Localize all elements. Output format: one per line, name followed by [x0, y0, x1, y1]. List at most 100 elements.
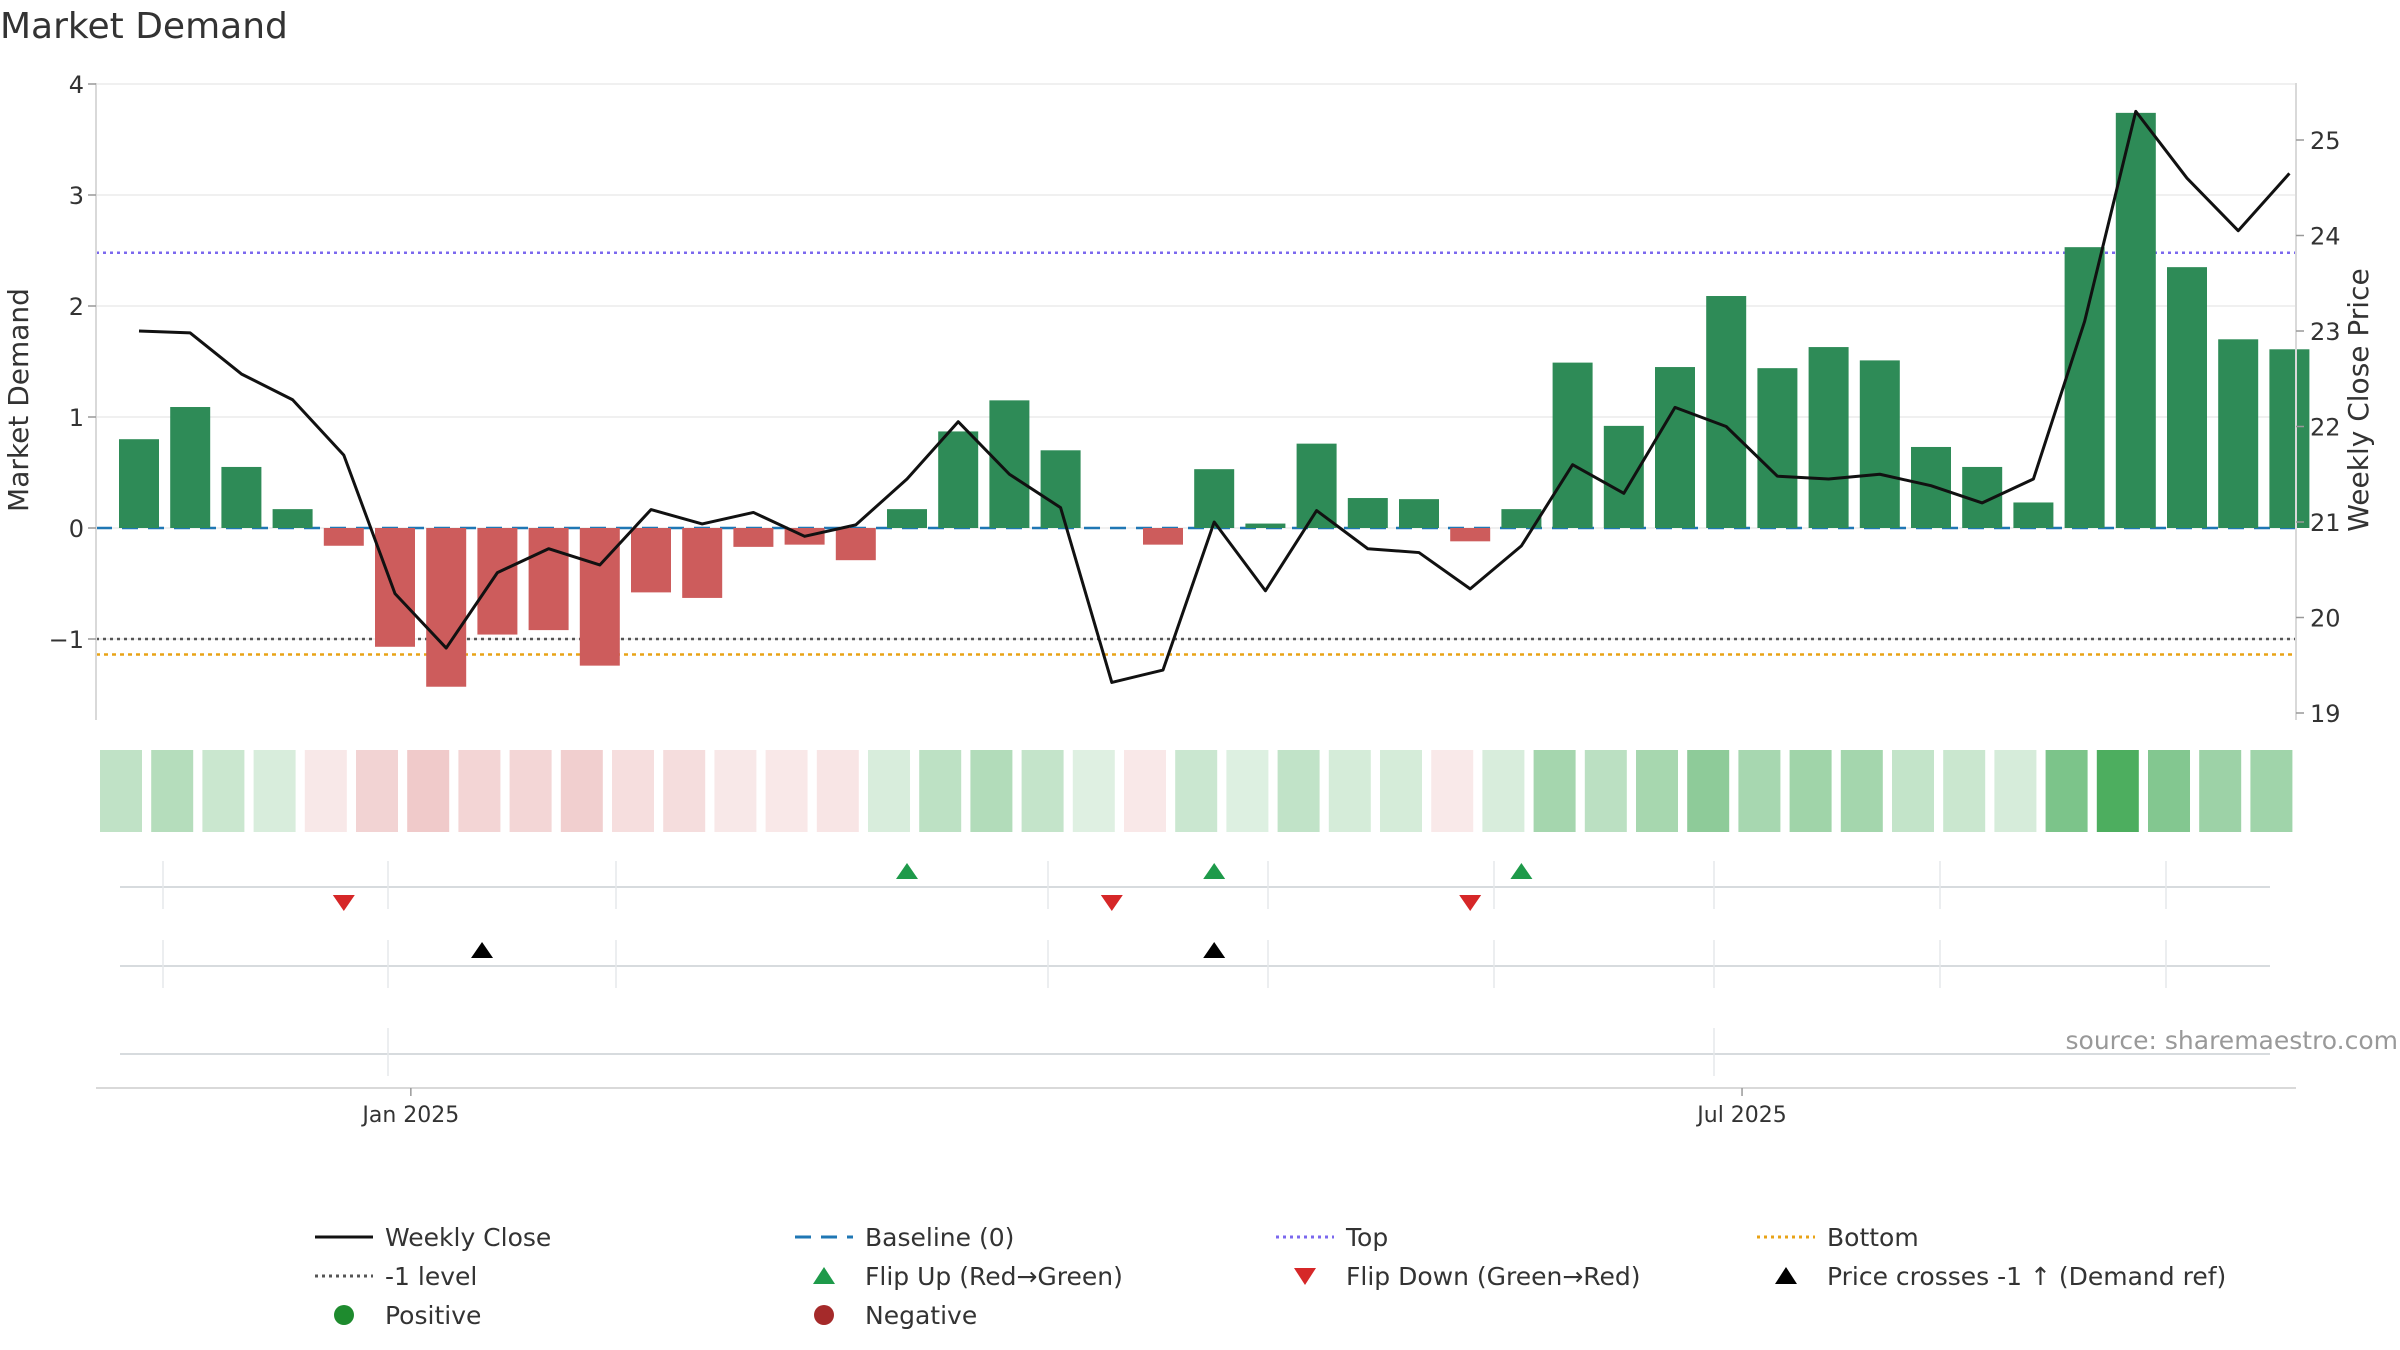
demand-bar	[1808, 347, 1849, 528]
heat-cell	[1533, 750, 1576, 832]
demand-bar	[2115, 112, 2156, 529]
heat-cell	[1636, 750, 1678, 832]
demand-bar	[1347, 498, 1388, 528]
heat-cell	[2199, 750, 2242, 832]
legend-swatch-marker	[814, 1305, 834, 1325]
demand-bar	[119, 439, 159, 528]
heat-cell	[1943, 750, 1986, 832]
demand-bar	[477, 528, 518, 635]
legend-swatch-marker	[1294, 1268, 1316, 1285]
demand-bar	[887, 509, 927, 528]
heat-cell	[1124, 750, 1166, 832]
heat-cell	[458, 750, 501, 832]
demand-bar	[1911, 446, 1951, 528]
legend-swatch-marker	[813, 1267, 835, 1284]
signal-markers	[120, 861, 2270, 1076]
demand-bar	[1245, 523, 1286, 528]
y-tick-label: 3	[69, 182, 84, 210]
legend: Weekly Close Baseline (0) Top Bottom -1 leve…	[315, 1223, 2226, 1330]
y-tick-label: 4	[69, 71, 84, 99]
legend-swatch-marker	[1775, 1267, 1797, 1284]
heat-cell	[2045, 750, 2088, 832]
demand-bar	[2269, 349, 2310, 528]
legend-label: Weekly Close	[385, 1223, 551, 1252]
heat-cell	[151, 750, 194, 832]
heat-cell	[1738, 750, 1781, 832]
price-cross-marker	[471, 942, 494, 958]
demand-bar	[1552, 362, 1593, 528]
heat-cell	[407, 750, 450, 832]
heat-cell	[1994, 750, 2037, 832]
heat-cell	[868, 750, 910, 832]
legend-item: Weekly Close	[315, 1223, 551, 1252]
flip-up-marker	[1510, 863, 1533, 879]
y2-tick-label: 20	[2310, 605, 2341, 633]
y2-tick-label: 23	[2310, 318, 2341, 346]
heat-cell	[919, 750, 962, 832]
heat-cell	[765, 750, 808, 832]
demand-bar	[1194, 469, 1235, 528]
y-tick-label: −1	[49, 626, 84, 654]
heat-cell	[714, 750, 757, 832]
heat-cell	[253, 750, 296, 832]
heat-cell	[1789, 750, 1832, 832]
heat-cell	[1328, 750, 1371, 832]
heat-strip	[100, 750, 2293, 832]
heat-cell	[304, 750, 347, 832]
legend-item: Negative	[814, 1301, 977, 1330]
heat-cell	[970, 750, 1013, 832]
y-tick-label: 1	[69, 404, 84, 432]
legend-item: Flip Down (Green→Red)	[1294, 1262, 1641, 1291]
grid-layer	[96, 83, 2296, 640]
legend-swatch-marker	[334, 1305, 354, 1325]
y-axis-label: Market Demand	[2, 288, 35, 512]
heat-cell	[1840, 750, 1883, 832]
demand-bar	[272, 509, 313, 528]
flip-down-marker	[332, 895, 355, 911]
chart-title: Market Demand	[0, 6, 288, 47]
weekly-close-line	[138, 109, 2291, 684]
heat-cell	[1431, 750, 1474, 832]
y2-axis-label: Weekly Close Price	[2342, 268, 2375, 531]
demand-bar	[1143, 528, 1183, 545]
demand-bar	[1859, 360, 1900, 528]
heat-cell	[1072, 750, 1115, 832]
heat-cell	[1277, 750, 1320, 832]
demand-bar	[375, 528, 415, 647]
demand-bars	[119, 112, 2310, 687]
demand-bar	[1655, 367, 1695, 528]
y2-tick-label: 24	[2310, 223, 2341, 251]
weekly-close-line-group	[138, 109, 2291, 684]
legend-label: Top	[1345, 1223, 1388, 1252]
flip-down-marker	[1459, 895, 1482, 911]
demand-bar	[1501, 509, 1542, 528]
demand-bar	[426, 528, 467, 687]
legend-item: Baseline (0)	[795, 1223, 1014, 1252]
demand-bar	[170, 407, 211, 528]
legend-label: Positive	[385, 1301, 481, 1330]
demand-bar	[1296, 443, 1337, 528]
demand-bar	[2167, 267, 2207, 528]
legend-item: -1 level	[315, 1262, 477, 1291]
demand-bar	[221, 466, 262, 528]
legend-label: Flip Down (Green→Red)	[1346, 1262, 1641, 1291]
x-tick-label: Jul 2025	[1695, 1103, 1787, 1128]
heat-cell	[1021, 750, 1064, 832]
y2-tick-label: 21	[2310, 509, 2341, 537]
demand-bar	[1757, 368, 1798, 528]
y-tick-label: 0	[69, 515, 84, 543]
demand-bar	[1603, 425, 1644, 528]
legend-label: Bottom	[1827, 1223, 1919, 1252]
y2-tick-label: 25	[2310, 127, 2341, 155]
x-tick-label: Jan 2025	[360, 1103, 459, 1128]
heat-cell	[816, 750, 859, 832]
demand-bar	[1399, 499, 1439, 528]
heat-cell	[100, 750, 142, 832]
demand-bar	[1450, 528, 1491, 542]
legend-label: Price crosses -1 ↑ (Demand ref)	[1827, 1262, 2226, 1291]
price-cross-marker	[1203, 942, 1226, 958]
demand-bar	[1706, 296, 1747, 528]
demand-bar	[323, 528, 364, 546]
